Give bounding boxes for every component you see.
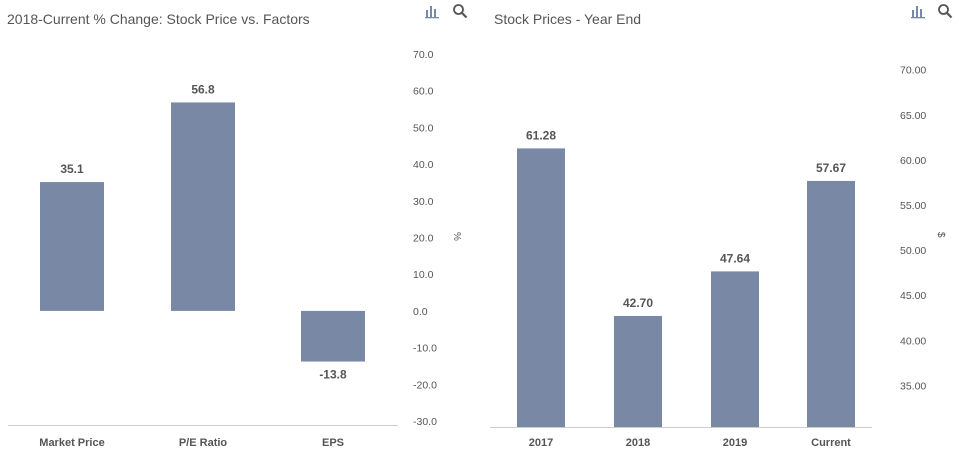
data-label: 56.8 [191,82,215,96]
x-tick-label: EPS [322,437,344,449]
y-tick-label: 70.0 [413,49,434,61]
data-label: 57.67 [816,161,846,175]
zoom-search-icon[interactable] [936,2,954,20]
bar [301,310,365,362]
y-tick-label: -10.0 [413,343,437,355]
bar [171,102,235,311]
data-label: 61.28 [526,128,556,142]
bar [711,271,759,427]
y-tick-label: -30.0 [413,416,437,428]
bar-chart-factors: -30.0 -20.0 -10.0 0.0 10.0 20.0 30.0 40.0 50.0 60… [8,49,462,449]
x-tick-label: 2019 [723,437,747,449]
y-tick-label: 60.0 [413,86,434,98]
y-tick-label: 30.0 [413,196,434,208]
y-tick-label: 65.00 [900,110,926,122]
y-tick-label: 35.00 [900,380,926,392]
chart-title: 2018-Current % Change: Stock Price vs. F… [7,11,310,27]
bar [517,148,565,427]
bar [614,315,662,427]
y-tick-label: 10.0 [413,269,434,281]
y-tick-label: 70.00 [900,65,926,77]
y-tick-label: 40.00 [900,335,926,347]
y-tick-label: 55.00 [900,200,926,212]
chart-panel-prices: Stock Prices - Year End 35.00 40.00 45.00 5… [480,0,959,462]
y-axis-label: $ [935,232,946,238]
y-tick-label: 45.00 [900,290,926,302]
data-label: 42.70 [623,296,653,310]
data-label: 47.64 [720,251,750,265]
bar-chart-icon[interactable] [423,2,441,20]
x-tick-label: 2017 [529,437,553,449]
bar [807,180,855,427]
y-tick-label: 60.00 [900,155,926,167]
data-label: 35.1 [60,162,84,176]
y-axis-label: % [451,232,462,241]
data-label: -13.8 [319,368,347,382]
y-tick-label: -20.0 [413,379,437,391]
x-tick-label: P/E Ratio [179,437,228,449]
zoom-search-icon[interactable] [451,2,469,20]
x-tick-label: 2018 [626,437,650,449]
chart-panel-factors: 2018-Current % Change: Stock Price vs. F… [7,2,469,449]
y-tick-label: 0.0 [413,306,428,318]
y-tick-label: 50.00 [900,245,926,257]
chart-title: Stock Prices - Year End [494,11,642,27]
x-tick-label: Current [811,437,851,449]
y-tick-label: 20.0 [413,233,434,245]
bar-chart-icon[interactable] [909,2,927,20]
bar [40,182,104,311]
bar-chart-prices: 35.00 40.00 45.00 50.00 55.00 60.00 65.00 70.00… [490,65,946,449]
x-tick-label: Market Price [39,437,104,449]
y-tick-label: 50.0 [413,122,434,134]
y-tick-label: 40.0 [413,159,434,171]
